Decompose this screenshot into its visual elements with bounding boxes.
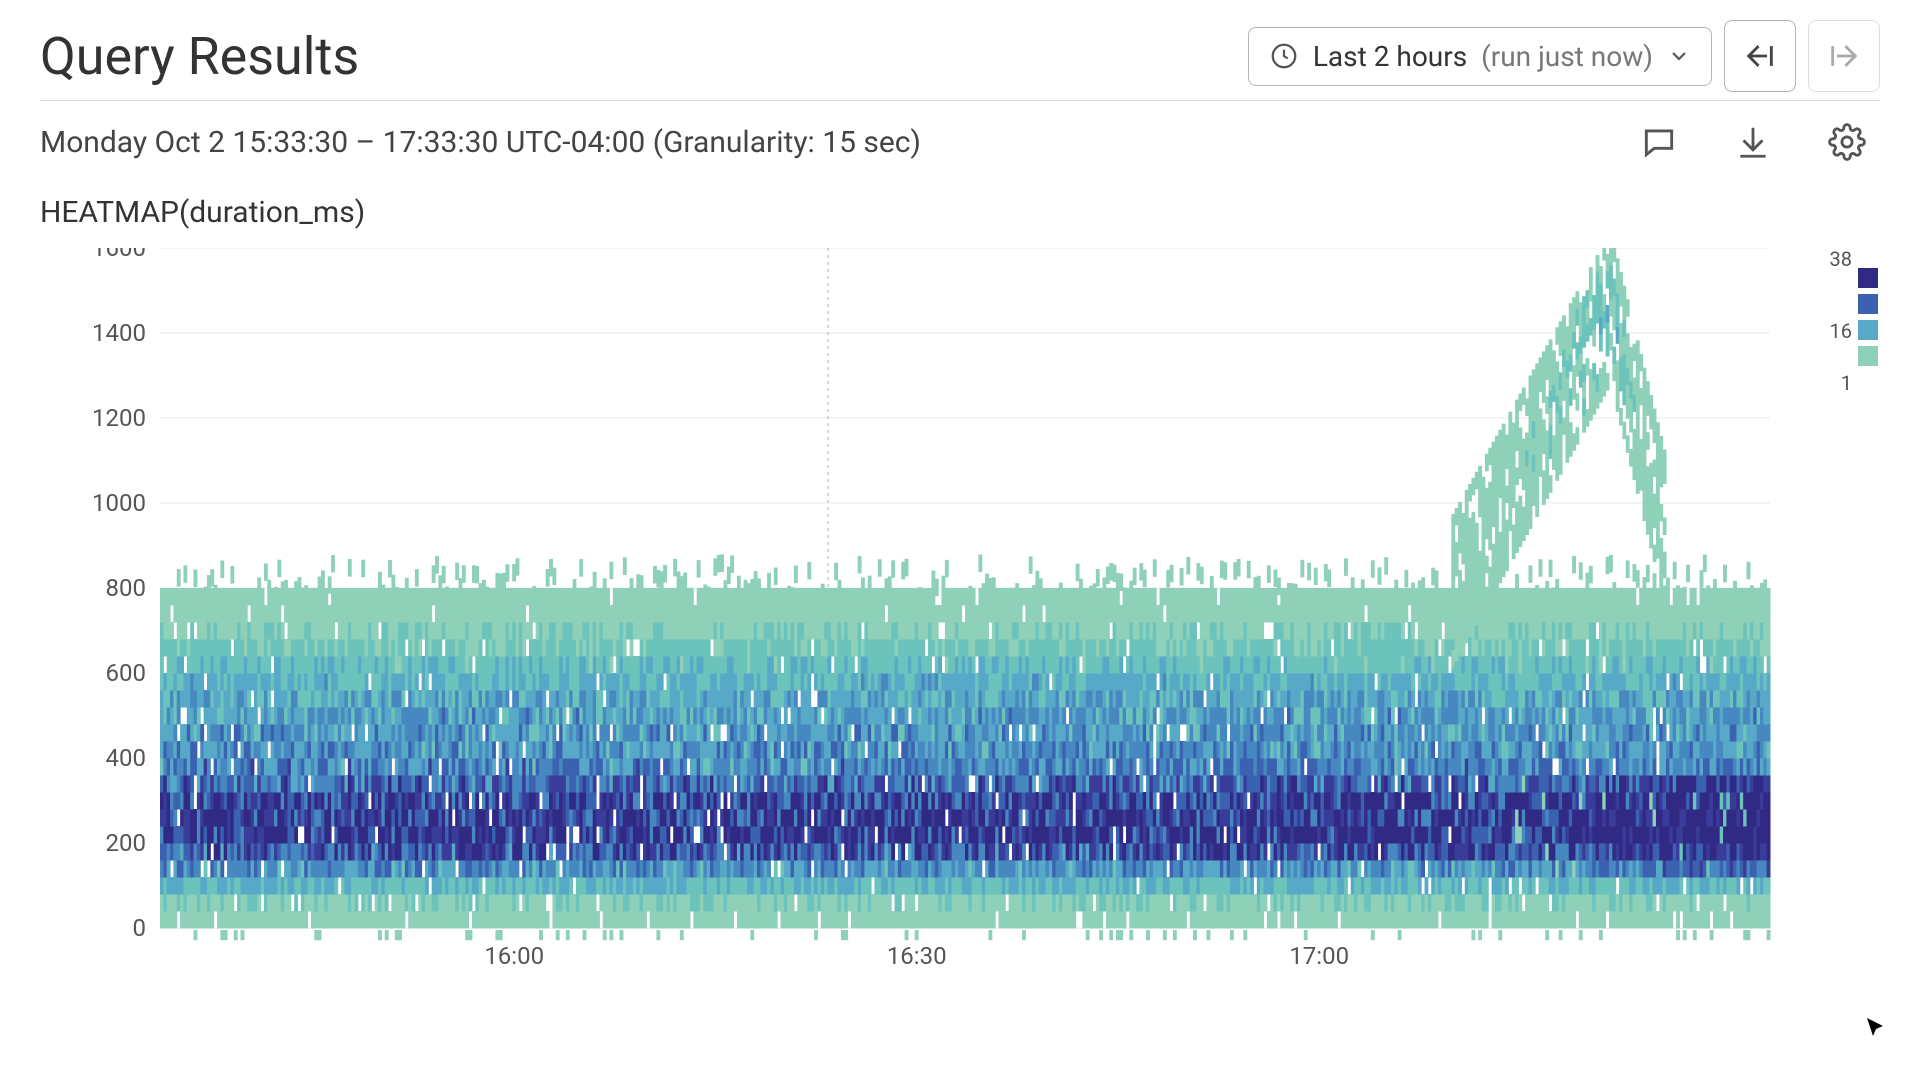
- comment-icon: [1640, 123, 1678, 161]
- svg-text:1400: 1400: [92, 319, 146, 347]
- divider: [40, 100, 1880, 101]
- mouse-cursor: [1864, 1016, 1888, 1040]
- svg-text:600: 600: [106, 659, 146, 687]
- time-range-label: Last 2 hours: [1313, 40, 1467, 73]
- nav-forward-button: [1808, 20, 1880, 92]
- chart-title: HEATMAP(duration_ms): [40, 195, 1880, 230]
- svg-text:1200: 1200: [92, 404, 146, 432]
- settings-button[interactable]: [1824, 119, 1870, 165]
- comment-button[interactable]: [1636, 119, 1682, 165]
- clock-icon: [1269, 41, 1299, 71]
- time-range-picker[interactable]: Last 2 hours (run just now): [1248, 27, 1712, 86]
- page-title: Query Results: [40, 26, 359, 87]
- nav-back-button[interactable]: [1724, 20, 1796, 92]
- time-range-display: Monday Oct 2 15:33:30 – 17:33:30 UTC-04:…: [40, 125, 921, 160]
- chevron-down-icon: [1667, 44, 1691, 68]
- svg-text:0: 0: [133, 914, 147, 942]
- heatmap-chart[interactable]: 0200400600800100012001400160016:0016:301…: [40, 248, 1880, 1008]
- svg-text:400: 400: [106, 744, 146, 772]
- svg-text:1000: 1000: [92, 489, 146, 517]
- time-range-sub: (run just now): [1481, 40, 1653, 73]
- download-icon: [1734, 123, 1772, 161]
- download-button[interactable]: [1730, 119, 1776, 165]
- svg-text:1600: 1600: [92, 248, 146, 262]
- svg-text:800: 800: [106, 574, 146, 602]
- arrow-back-bar-icon: [1743, 39, 1777, 73]
- arrow-forward-bar-icon: [1827, 39, 1861, 73]
- svg-text:200: 200: [106, 829, 146, 857]
- gear-icon: [1828, 123, 1866, 161]
